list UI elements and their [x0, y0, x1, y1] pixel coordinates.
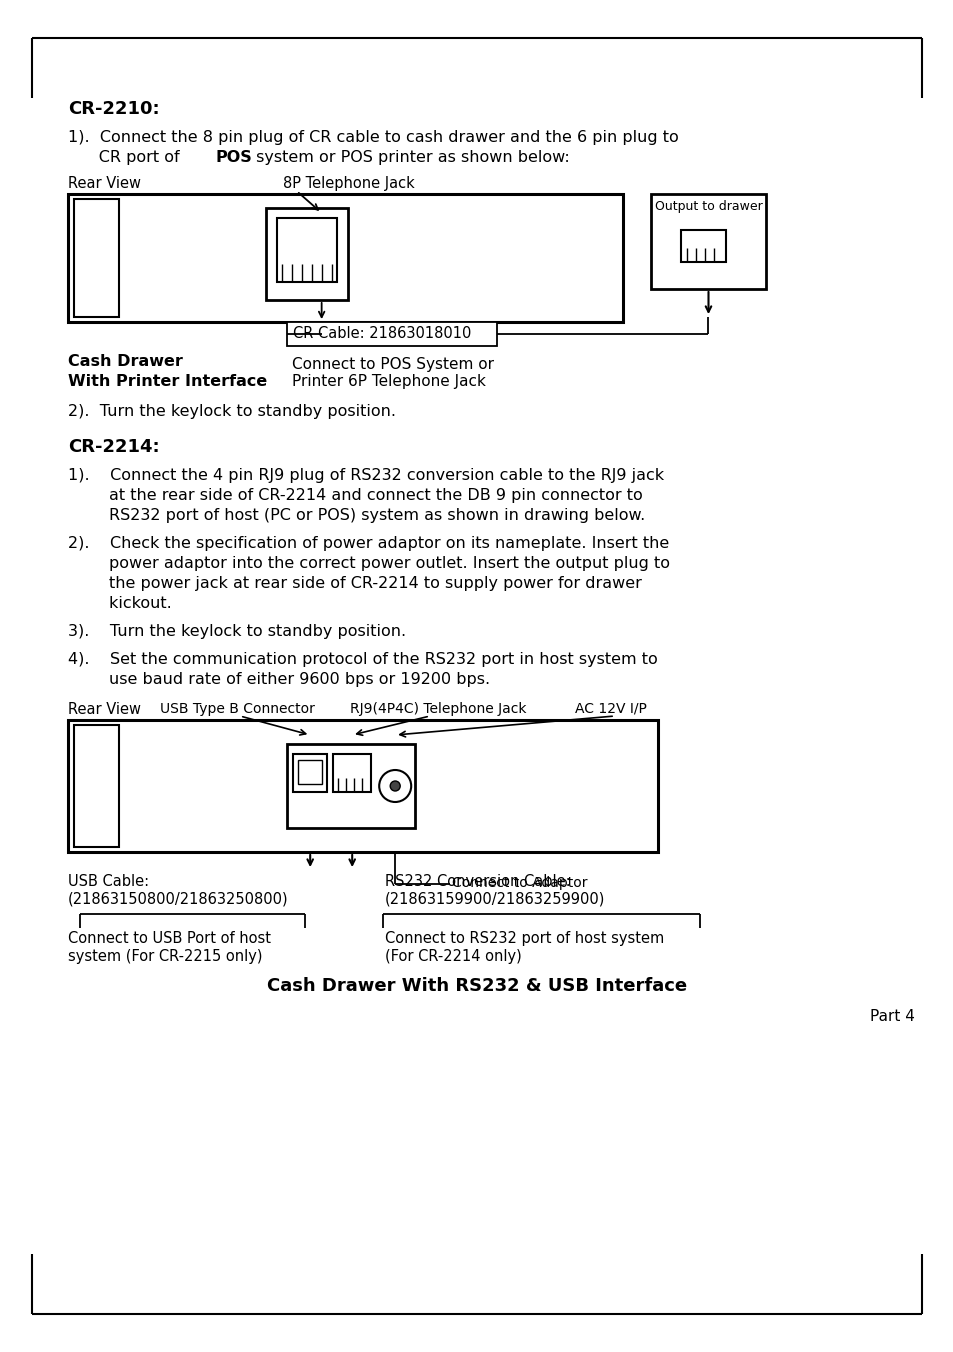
Text: Printer 6P Telephone Jack: Printer 6P Telephone Jack	[292, 375, 485, 389]
Bar	[650, 193, 765, 289]
Text: CR Cable: 21863018010: CR Cable: 21863018010	[293, 326, 471, 341]
Text: Cash Drawer With RS232 & USB Interface: Cash Drawer With RS232 & USB Interface	[267, 977, 686, 995]
Text: Connect to RS232 port of host system: Connect to RS232 port of host system	[385, 932, 663, 946]
Text: RJ9(4P4C) Telephone Jack: RJ9(4P4C) Telephone Jack	[350, 702, 526, 717]
Text: Part 4: Part 4	[869, 1009, 914, 1023]
Text: use baud rate of either 9600 bps or 19200 bps.: use baud rate of either 9600 bps or 1920…	[68, 672, 490, 687]
Bar	[276, 218, 336, 283]
Circle shape	[378, 771, 411, 802]
Text: system or POS printer as shown below:: system or POS printer as shown below:	[251, 150, 569, 165]
Text: RS232 port of host (PC or POS) system as shown in drawing below.: RS232 port of host (PC or POS) system as…	[68, 508, 644, 523]
Text: 8P Telephone Jack: 8P Telephone Jack	[283, 176, 415, 191]
Text: 1).  Connect the 8 pin plug of CR cable to cash drawer and the 6 pin plug to: 1). Connect the 8 pin plug of CR cable t…	[68, 130, 678, 145]
Text: Connect to Adaptor: Connect to Adaptor	[452, 876, 587, 890]
Text: 3).    Turn the keylock to standby position.: 3). Turn the keylock to standby position…	[68, 625, 406, 639]
Text: at the rear side of CR-2214 and connect the DB 9 pin connector to: at the rear side of CR-2214 and connect …	[68, 488, 642, 503]
Text: Connect to POS System or: Connect to POS System or	[292, 357, 493, 372]
Text: system (For CR-2215 only): system (For CR-2215 only)	[68, 949, 262, 964]
Text: Connect to USB Port of host: Connect to USB Port of host	[68, 932, 271, 946]
Text: POS: POS	[215, 150, 253, 165]
Text: kickout.: kickout.	[68, 596, 172, 611]
Text: Rear View: Rear View	[68, 176, 141, 191]
Text: CR-2214:: CR-2214:	[68, 438, 159, 456]
Text: (21863159900/21863259900): (21863159900/21863259900)	[385, 892, 605, 907]
Bar	[74, 725, 119, 846]
Text: CR port of: CR port of	[68, 150, 185, 165]
Text: Output to drawer: Output to drawer	[655, 200, 762, 214]
Bar	[287, 744, 415, 827]
Text: USB Type B Connector: USB Type B Connector	[160, 702, 314, 717]
Text: AC 12V I/P: AC 12V I/P	[575, 702, 646, 717]
Text: power adaptor into the correct power outlet. Insert the output plug to: power adaptor into the correct power out…	[68, 556, 669, 571]
Text: 2).    Check the specification of power adaptor on its nameplate. Insert the: 2). Check the specification of power ada…	[68, 535, 669, 552]
Circle shape	[390, 781, 399, 791]
Bar	[286, 322, 497, 346]
Text: Cash Drawer: Cash Drawer	[68, 354, 183, 369]
Text: (For CR-2214 only): (For CR-2214 only)	[385, 949, 521, 964]
Text: 2).  Turn the keylock to standby position.: 2). Turn the keylock to standby position…	[68, 404, 395, 419]
Bar	[293, 754, 327, 792]
Bar	[74, 199, 119, 316]
Text: the power jack at rear side of CR-2214 to supply power for drawer: the power jack at rear side of CR-2214 t…	[68, 576, 641, 591]
Text: Rear View: Rear View	[68, 702, 141, 717]
Bar	[68, 721, 658, 852]
Text: CR-2210:: CR-2210:	[68, 100, 159, 118]
Text: RS232 Conversion Cable:: RS232 Conversion Cable:	[385, 873, 570, 890]
Bar	[680, 230, 725, 262]
Bar	[333, 754, 371, 792]
Text: (21863150800/21863250800): (21863150800/21863250800)	[68, 892, 289, 907]
Bar	[298, 760, 322, 784]
Bar	[265, 208, 347, 300]
Text: USB Cable:: USB Cable:	[68, 873, 149, 890]
Text: 1).    Connect the 4 pin RJ9 plug of RS232 conversion cable to the RJ9 jack: 1). Connect the 4 pin RJ9 plug of RS232 …	[68, 468, 663, 483]
Text: 4).    Set the communication protocol of the RS232 port in host system to: 4). Set the communication protocol of th…	[68, 652, 657, 667]
Bar	[68, 193, 622, 322]
Text: With Printer Interface: With Printer Interface	[68, 375, 267, 389]
